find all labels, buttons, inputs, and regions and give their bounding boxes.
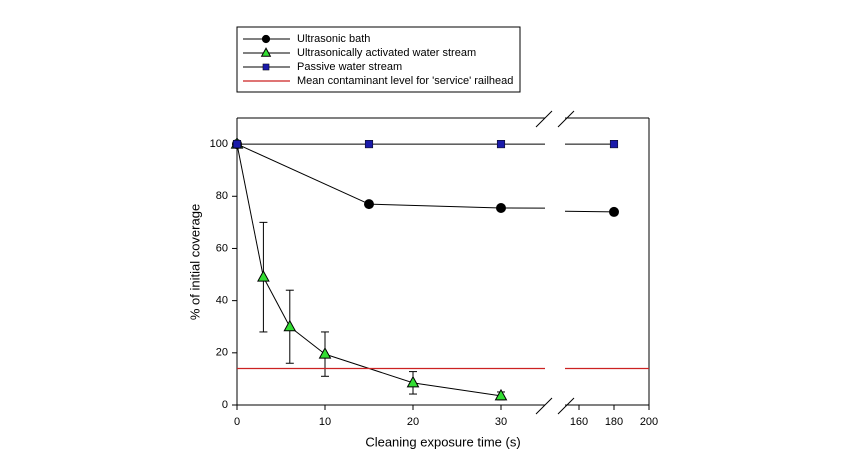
x-tick-label: 160	[570, 416, 588, 428]
point	[609, 140, 619, 149]
y-tick-label: 60	[216, 242, 228, 254]
legend-label: Ultrasonically activated water stream	[297, 47, 476, 59]
legend-label: Ultrasonic bath	[297, 33, 370, 45]
series-line	[368, 203, 502, 209]
x-tick-label: 200	[640, 416, 658, 428]
series-line	[236, 143, 264, 278]
point	[257, 270, 270, 282]
point	[494, 388, 508, 401]
x-tick-label: 30	[495, 416, 507, 428]
point	[318, 347, 332, 359]
y-tick-label: 20	[216, 347, 228, 359]
point	[283, 319, 297, 332]
legend-label: Passive water stream	[297, 61, 402, 73]
point	[364, 199, 374, 210]
series-line	[412, 382, 502, 397]
point	[406, 375, 420, 388]
y-tick-label: 40	[216, 295, 228, 307]
series-line	[236, 143, 370, 205]
legend-marker	[261, 34, 271, 44]
axes-frame	[236, 110, 650, 415]
legend-marker	[262, 63, 270, 71]
x-tick-label: 0	[234, 416, 240, 428]
legend-marker	[260, 47, 272, 57]
x-tick-label: 180	[605, 416, 623, 428]
series-line	[262, 276, 291, 327]
point	[496, 140, 506, 149]
point	[364, 140, 374, 149]
series-line	[564, 210, 615, 213]
x-axis-title: Cleaning exposure time (s)	[365, 434, 520, 449]
y-tick-label: 80	[216, 190, 228, 202]
point	[496, 203, 506, 214]
legend-label: Mean contaminant level for 'service' rai…	[297, 75, 513, 87]
point	[232, 140, 242, 149]
y-tick-label: 0	[222, 399, 228, 411]
y-axis-title: % of initial coverage	[187, 204, 202, 320]
series-line	[289, 326, 326, 355]
y-tick-label: 100	[210, 138, 228, 150]
x-tick-label: 10	[319, 416, 331, 428]
x-tick-label: 20	[407, 416, 419, 428]
point	[609, 206, 619, 217]
